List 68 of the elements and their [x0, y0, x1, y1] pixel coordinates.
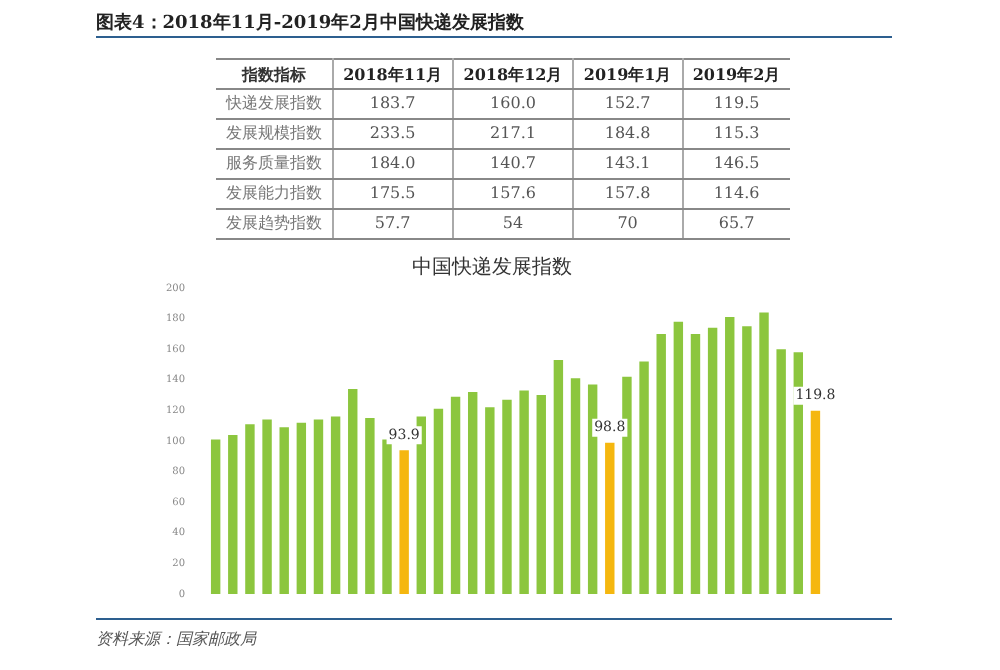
bar — [296, 422, 307, 594]
category-label: 快递发展指数 — [225, 94, 322, 112]
category-label: 2019年1月 — [573, 59, 683, 89]
bar — [776, 349, 786, 594]
bar — [519, 390, 529, 594]
bar — [742, 326, 752, 594]
text: 152.7 — [604, 94, 651, 112]
category-label: 2018年12月 — [452, 59, 574, 89]
text: 140.7 — [490, 154, 536, 172]
bar — [262, 419, 272, 594]
text: 资料来源：国家邮政局 — [96, 628, 256, 650]
bar — [330, 416, 341, 594]
category-label: 2019年2月 — [682, 59, 790, 89]
bar — [673, 321, 684, 594]
text: 175.5 — [369, 184, 416, 202]
bar — [587, 384, 598, 594]
category-label: 发展规模指数 — [225, 124, 322, 142]
category-label: 服务质量指数 — [225, 154, 322, 172]
text: 115.3 — [713, 124, 760, 142]
text: 65.7 — [718, 214, 755, 232]
bar — [690, 333, 701, 594]
bar — [622, 376, 632, 594]
bar — [605, 442, 615, 594]
bar — [382, 439, 392, 594]
text: 57.7 — [374, 214, 411, 232]
text: 184.0 — [369, 154, 416, 172]
bar — [536, 395, 546, 594]
bar — [245, 424, 255, 594]
bar — [210, 439, 221, 594]
bar — [228, 434, 238, 594]
bar — [725, 317, 735, 594]
text: 143.1 — [604, 154, 651, 172]
category-label: 发展能力指数 — [225, 184, 322, 202]
bar — [810, 410, 821, 594]
bar — [639, 361, 649, 594]
bar — [467, 392, 478, 594]
category-label: 发展趋势指数 — [225, 214, 322, 232]
bar — [433, 408, 444, 594]
bar — [485, 407, 495, 594]
text: 图表4：2018年11月-2019年2月中国快递发展指数 — [96, 10, 524, 36]
category-label: 2018年11月 — [332, 59, 453, 89]
bar — [553, 359, 564, 594]
bar — [313, 419, 324, 594]
bar — [279, 427, 289, 594]
text: 160.0 — [490, 94, 536, 112]
text: 183.7 — [369, 94, 416, 112]
bar — [570, 378, 581, 594]
text: 233.5 — [369, 124, 416, 142]
bar — [656, 333, 666, 594]
bar — [416, 416, 427, 594]
text: 119.5 — [713, 94, 760, 112]
text: 54 — [502, 214, 524, 232]
text: 146.5 — [713, 154, 760, 172]
text: 184.8 — [604, 124, 651, 142]
text: 指数指标 — [216, 59, 333, 89]
text: 114.6 — [713, 184, 760, 202]
bar — [707, 327, 718, 594]
bar — [365, 418, 375, 594]
bar — [399, 450, 409, 594]
chart-title: 中国快递发展指数 — [412, 255, 572, 280]
bar — [759, 312, 769, 594]
text: 217.1 — [490, 124, 536, 142]
bar — [502, 399, 512, 594]
text: 70 — [617, 214, 638, 232]
text: 157.6 — [490, 184, 536, 202]
bar — [348, 388, 358, 594]
bar — [450, 396, 461, 594]
text: 157.8 — [604, 184, 651, 202]
